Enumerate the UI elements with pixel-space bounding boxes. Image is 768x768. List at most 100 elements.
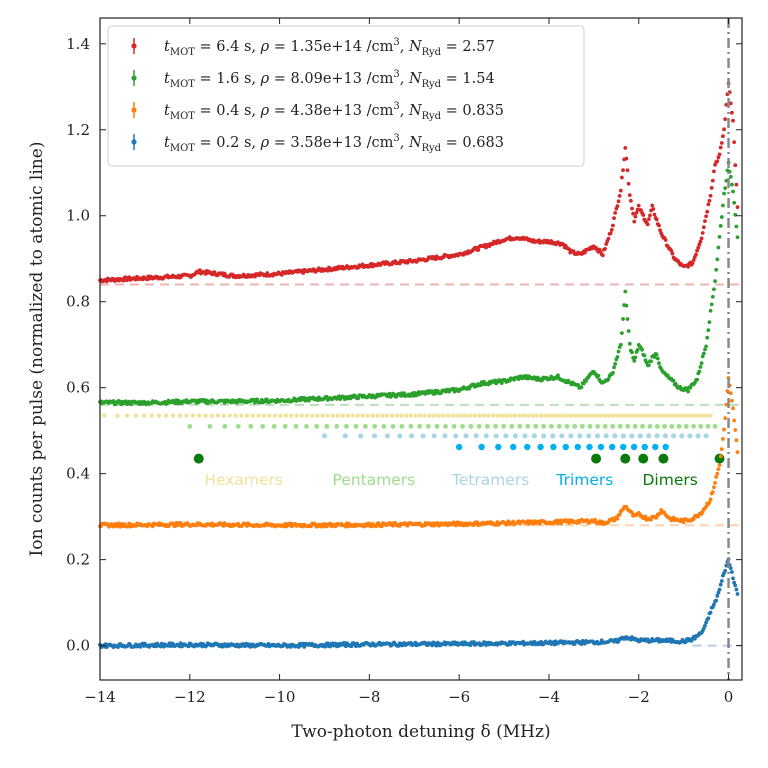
- cluster-dot: [698, 423, 704, 429]
- cluster-dot: [512, 433, 519, 439]
- cluster-dot: [384, 433, 391, 439]
- data-point: [704, 344, 708, 349]
- cluster-dot: [315, 413, 320, 418]
- cluster-dot: [641, 443, 648, 451]
- data-point: [630, 350, 634, 355]
- cluster-dot: [493, 423, 498, 429]
- data-point: [698, 239, 703, 244]
- data-point: [302, 644, 307, 649]
- data-point: [476, 248, 481, 252]
- data-point: [712, 287, 716, 292]
- x-tick-label: −2: [628, 688, 650, 706]
- cluster-dot: [222, 423, 228, 429]
- cluster-dot: [525, 423, 531, 429]
- data-point: [663, 238, 668, 242]
- data-point: [686, 264, 691, 269]
- cluster-dot: [579, 423, 585, 429]
- data-point: [724, 102, 729, 107]
- data-point: [648, 213, 652, 218]
- cluster-dot: [215, 413, 221, 418]
- cluster-dot: [586, 443, 593, 451]
- cluster-dot: [537, 443, 544, 451]
- cluster-dot: [550, 443, 557, 451]
- data-point: [733, 163, 738, 168]
- data-point: [349, 644, 354, 649]
- cluster-dot: [533, 423, 539, 429]
- data-point: [649, 517, 653, 522]
- cluster-dot: [654, 433, 660, 439]
- data-point: [618, 342, 623, 347]
- data-point: [627, 193, 632, 197]
- cluster-dot: [521, 413, 527, 418]
- cluster-dot: [688, 413, 693, 418]
- data-point: [688, 385, 693, 390]
- data-point: [670, 251, 675, 256]
- data-point: [611, 370, 615, 375]
- cluster-dot: [187, 423, 193, 429]
- y-tick-label: 0.0: [66, 637, 90, 655]
- data-point: [639, 208, 643, 213]
- plot-frame: [99, 17, 743, 681]
- cluster-dot: [102, 413, 107, 418]
- cluster-dot: [708, 413, 713, 418]
- data-point: [499, 381, 504, 386]
- cluster-dot: [517, 413, 522, 418]
- data-point: [600, 253, 605, 258]
- data-point: [623, 146, 628, 150]
- data-point: [697, 242, 702, 247]
- data-point: [713, 279, 717, 283]
- data-point: [630, 206, 634, 211]
- cluster-dot: [399, 413, 404, 418]
- data-point: [635, 347, 640, 352]
- cluster-dot: [324, 423, 330, 429]
- cluster-dot: [594, 413, 599, 418]
- data-point: [718, 224, 723, 228]
- data-point: [732, 140, 737, 145]
- cluster-label: Pentamers: [332, 471, 415, 489]
- cluster-dot: [375, 413, 380, 418]
- data-point: [705, 335, 710, 340]
- data-point: [721, 203, 725, 208]
- cluster-label: Dimers: [643, 471, 698, 489]
- data-point: [731, 576, 735, 581]
- cluster-dot: [149, 413, 154, 418]
- cluster-dot: [530, 413, 535, 418]
- cluster-dot: [564, 423, 570, 429]
- cluster-dot: [432, 413, 437, 418]
- cluster-dot: [156, 413, 162, 418]
- data-point: [121, 278, 126, 283]
- cluster-dot: [233, 413, 238, 418]
- y-tick-label: 0.8: [66, 293, 90, 311]
- data-point: [708, 193, 713, 198]
- x-axis: −14 −12 −10 −8 −6 −4 −2 0: [84, 18, 733, 706]
- cluster-dot: [602, 423, 608, 429]
- cluster-dot: [585, 413, 591, 418]
- data-point: [698, 365, 703, 369]
- data-point: [641, 213, 646, 217]
- cluster-dot: [615, 413, 620, 418]
- cluster-dot: [278, 413, 283, 418]
- cluster-dot: [177, 413, 182, 418]
- cluster-dot: [476, 423, 482, 429]
- data-point: [712, 602, 716, 607]
- data-point: [646, 363, 651, 368]
- cluster-dot: [330, 413, 335, 418]
- cluster-dot: [524, 443, 531, 451]
- data-point: [658, 228, 662, 233]
- cluster-dot: [696, 413, 701, 418]
- cluster-dot: [272, 413, 278, 418]
- cluster-dot: [358, 433, 364, 439]
- cluster-dot: [340, 413, 346, 418]
- cluster-dot: [687, 433, 693, 439]
- data-point: [707, 500, 712, 505]
- cluster-dot: [344, 423, 349, 429]
- legend-marker: [131, 43, 137, 49]
- cluster-dot: [209, 413, 214, 418]
- data-point: [709, 302, 714, 307]
- data-point: [624, 303, 629, 308]
- cluster-dot: [703, 433, 709, 439]
- cluster-dot: [559, 433, 565, 439]
- data-point: [734, 182, 739, 187]
- cluster-dot: [591, 453, 602, 464]
- cluster-dot: [684, 413, 689, 418]
